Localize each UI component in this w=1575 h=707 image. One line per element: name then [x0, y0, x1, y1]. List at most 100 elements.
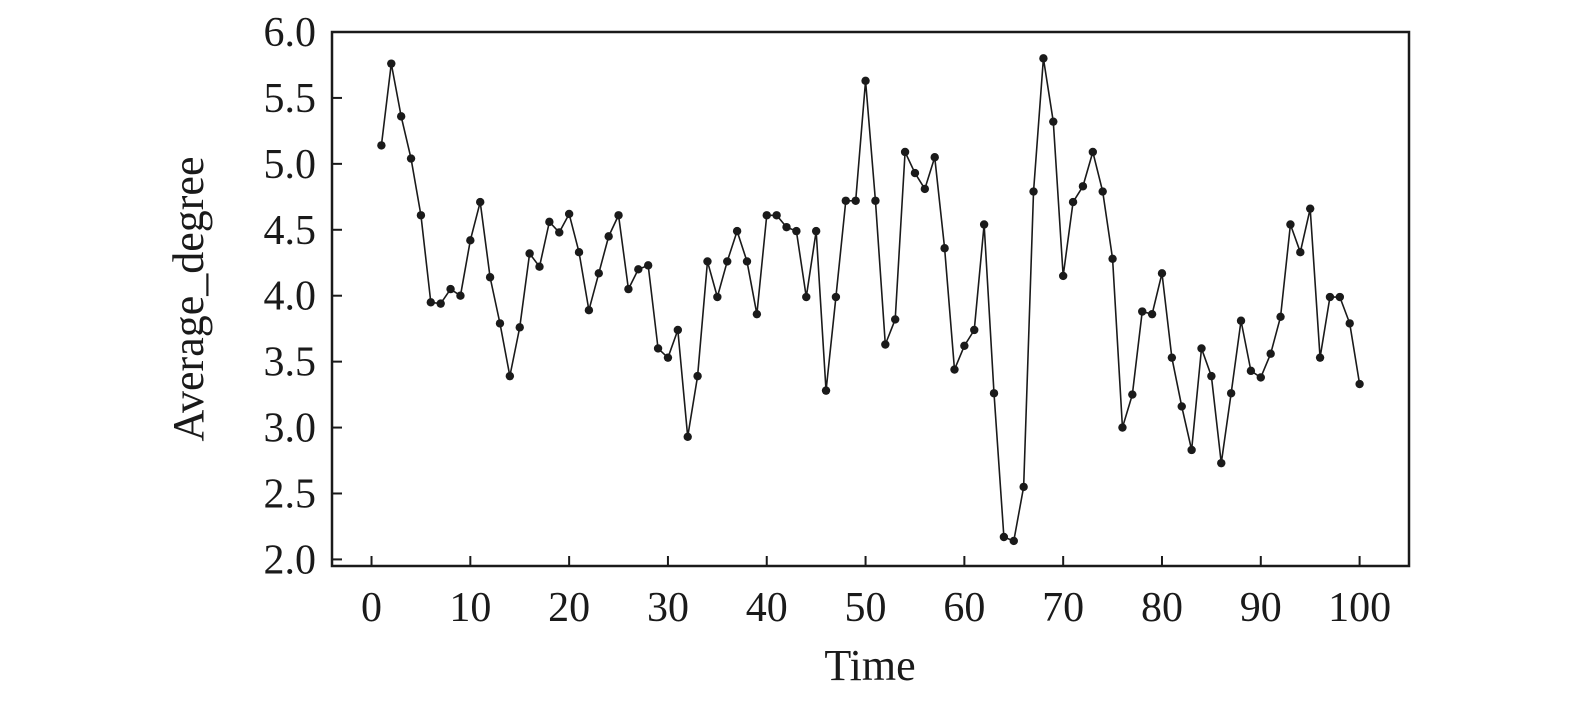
data-point [821, 386, 831, 395]
data-point [950, 365, 959, 374]
data-point [436, 299, 445, 308]
data-point [732, 226, 742, 236]
x-tick-label: 0 [361, 585, 382, 631]
data-point [861, 76, 870, 85]
data-point [377, 141, 386, 150]
data-point [1286, 220, 1295, 229]
x-tick-label: 30 [647, 585, 689, 631]
data-point [1246, 366, 1256, 376]
data-point [1019, 482, 1028, 492]
data-point [1049, 117, 1058, 126]
y-tick-label: 3.5 [264, 340, 317, 386]
data-point [1355, 379, 1364, 389]
data-point [742, 257, 752, 266]
data-point [1187, 445, 1196, 455]
data-point [1147, 309, 1157, 319]
data-point [1088, 147, 1098, 157]
data-point [979, 220, 989, 229]
data-point [663, 353, 673, 362]
x-axis-title: Time [824, 641, 915, 690]
data-point [1157, 269, 1167, 278]
data-point [416, 211, 426, 220]
data-point [881, 340, 890, 349]
data-points [377, 54, 1364, 546]
data-point [1266, 349, 1275, 358]
data-point [426, 298, 436, 307]
data-point [1197, 344, 1206, 353]
data-point [584, 306, 594, 315]
data-point [1167, 353, 1177, 362]
data-point [772, 211, 781, 220]
data-point [703, 257, 712, 266]
data-point [1058, 271, 1068, 281]
x-tick-label: 90 [1240, 585, 1282, 631]
data-point [1256, 373, 1265, 382]
data-point [1345, 319, 1354, 328]
data-point [1276, 312, 1285, 321]
y-tick-label: 3.0 [264, 406, 317, 452]
data-point [1029, 187, 1038, 196]
y-tick-label: 2.0 [264, 537, 317, 583]
data-point [1108, 254, 1117, 263]
data-point [1009, 536, 1018, 546]
data-point [940, 244, 949, 253]
data-point [545, 217, 554, 227]
data-point [604, 232, 613, 241]
data-point [960, 341, 969, 351]
x-tick-label: 80 [1141, 585, 1183, 631]
data-point [387, 59, 396, 68]
plot-frame [330, 30, 1411, 568]
data-point [871, 196, 880, 205]
x-axis: 0 10 20 30 40 50 60 70 80 90 100 [361, 556, 1391, 631]
data-point [673, 325, 683, 335]
x-tick-label: 100 [1328, 585, 1391, 631]
data-point [713, 292, 722, 302]
data-point [841, 196, 850, 205]
data-point [900, 147, 910, 157]
data-point [1039, 54, 1048, 63]
data-point [535, 262, 544, 271]
x-tick-label: 10 [449, 585, 491, 631]
data-point [792, 226, 801, 236]
data-point [693, 371, 702, 381]
data-point [1315, 353, 1325, 362]
data-point [782, 222, 791, 232]
data-point [999, 532, 1009, 542]
data-point [594, 269, 603, 278]
data-point [1078, 182, 1088, 191]
data-point [406, 154, 416, 163]
data-point [851, 196, 860, 205]
data-point [614, 211, 623, 220]
x-tick-label: 40 [746, 585, 788, 631]
data-point [495, 319, 505, 328]
data-point [1217, 458, 1226, 468]
y-tick-label: 6.0 [264, 10, 317, 56]
data-point [920, 184, 930, 194]
data-point [891, 315, 900, 324]
data-point [476, 197, 485, 207]
data-point [634, 265, 643, 274]
data-point [989, 389, 999, 398]
data-point [1098, 187, 1107, 196]
data-point [762, 211, 771, 220]
y-tick-label: 4.5 [264, 208, 317, 254]
data-point [446, 284, 455, 294]
data-point [574, 247, 584, 257]
data-point [1226, 389, 1236, 398]
data-point [752, 309, 762, 319]
data-point [653, 344, 663, 353]
data-point [1335, 292, 1345, 302]
y-tick-label: 2.5 [264, 471, 317, 517]
data-point [624, 284, 633, 294]
data-point [970, 325, 979, 335]
data-point [1128, 390, 1137, 399]
data-point [505, 371, 515, 381]
data-point [1305, 204, 1315, 213]
x-tick-label: 60 [943, 585, 985, 631]
data-point [564, 209, 574, 219]
data-point [1236, 316, 1246, 325]
x-tick-label: 20 [548, 585, 590, 631]
data-point [466, 236, 475, 245]
data-point [1296, 247, 1305, 257]
